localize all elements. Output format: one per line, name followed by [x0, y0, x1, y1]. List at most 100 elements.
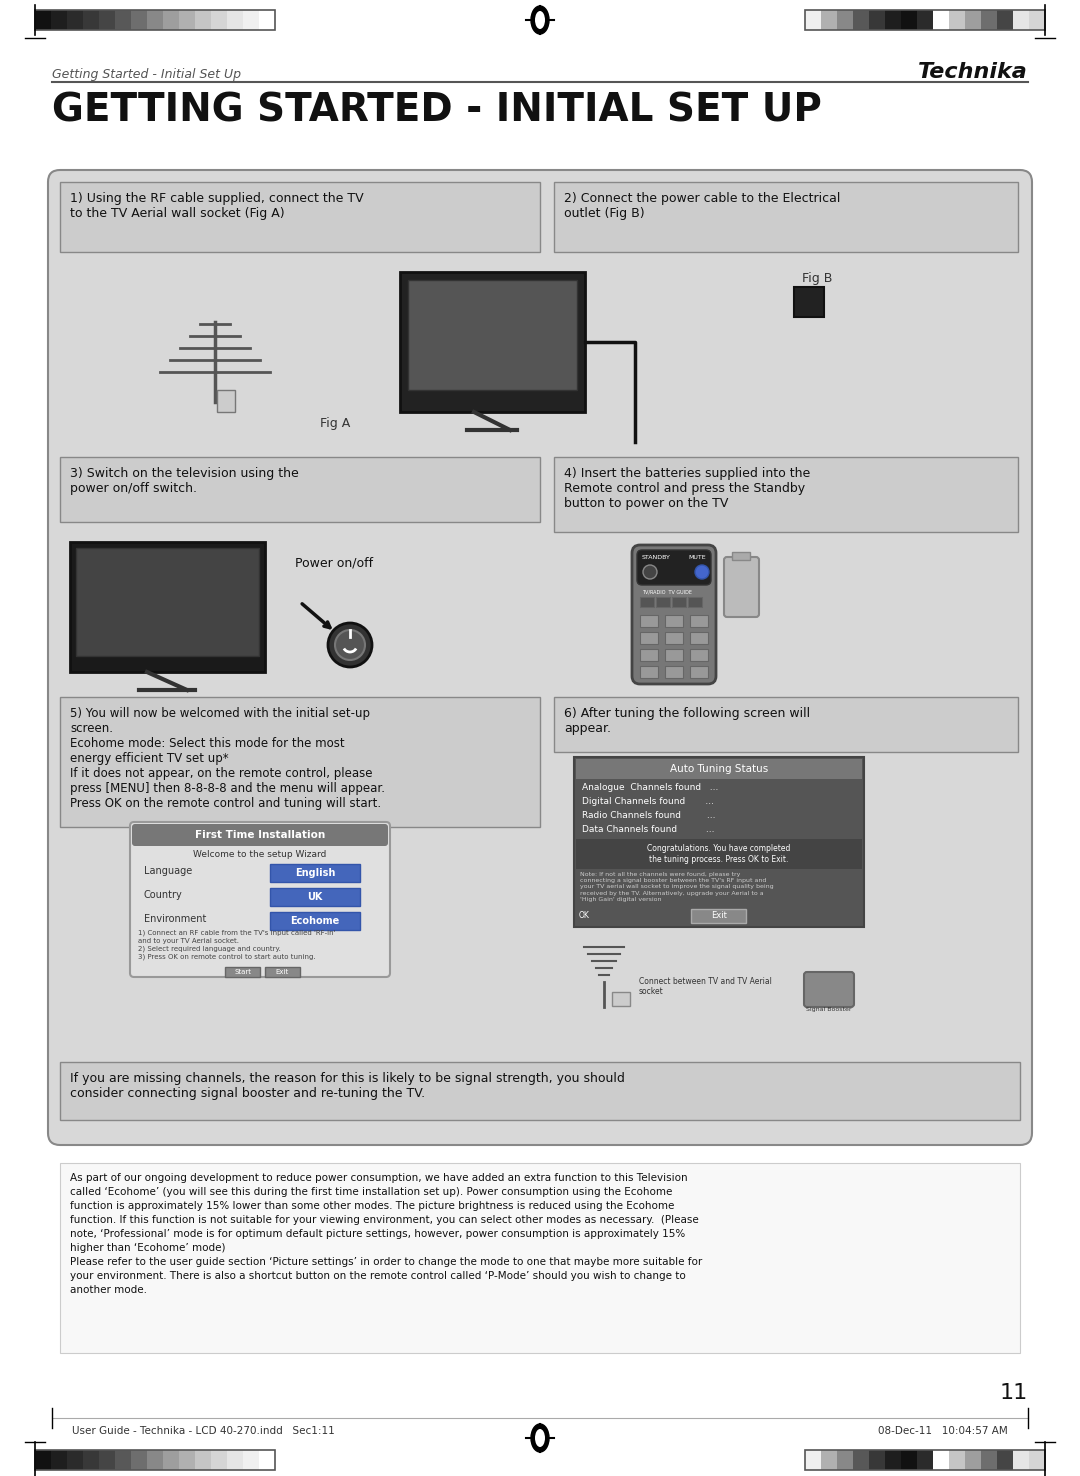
- Bar: [885, 1449, 901, 1470]
- Bar: [981, 1449, 997, 1470]
- Text: First Time Installation: First Time Installation: [194, 830, 325, 840]
- Text: Power on/off: Power on/off: [295, 556, 373, 570]
- Text: 1) Using the RF cable supplied, connect the TV
to the TV Aerial wall socket (Fig: 1) Using the RF cable supplied, connect …: [70, 192, 364, 220]
- Bar: [612, 992, 630, 1007]
- Bar: [35, 10, 275, 30]
- Bar: [837, 10, 853, 30]
- Bar: [690, 615, 708, 627]
- Bar: [853, 1449, 869, 1470]
- Bar: [1013, 1449, 1029, 1470]
- Bar: [400, 272, 585, 412]
- Bar: [869, 10, 885, 30]
- Bar: [243, 1449, 259, 1470]
- Bar: [243, 10, 259, 30]
- Bar: [901, 10, 917, 30]
- Text: 1) Connect an RF cable from the TV's input called 'RF-in'
and to your TV Aerial : 1) Connect an RF cable from the TV's inp…: [138, 928, 336, 961]
- Text: STANDBY: STANDBY: [642, 555, 671, 559]
- Text: Data Channels found          ...: Data Channels found ...: [582, 825, 715, 834]
- Bar: [259, 10, 275, 30]
- Bar: [576, 759, 862, 779]
- Bar: [901, 1449, 917, 1470]
- Bar: [917, 1449, 933, 1470]
- Bar: [114, 10, 131, 30]
- Bar: [60, 182, 540, 252]
- Text: Analogue  Channels found   ...: Analogue Channels found ...: [582, 782, 718, 793]
- Bar: [640, 666, 658, 677]
- Text: Environment: Environment: [144, 914, 206, 924]
- Bar: [554, 458, 1018, 531]
- Bar: [163, 10, 179, 30]
- Text: TV/RADIO  TV GUIDE: TV/RADIO TV GUIDE: [642, 589, 692, 593]
- Text: Country: Country: [144, 890, 183, 900]
- Bar: [794, 286, 824, 317]
- Text: 11: 11: [1000, 1383, 1028, 1404]
- Bar: [147, 1449, 163, 1470]
- Text: OK: OK: [579, 912, 590, 921]
- Circle shape: [643, 565, 657, 579]
- FancyBboxPatch shape: [130, 822, 390, 977]
- Bar: [966, 10, 981, 30]
- Text: Congratulations. You have completed
the tuning process. Press OK to Exit.: Congratulations. You have completed the …: [647, 844, 791, 863]
- Text: 3) Switch on the television using the
power on/off switch.: 3) Switch on the television using the po…: [70, 466, 299, 494]
- Bar: [60, 1063, 1020, 1120]
- Bar: [805, 10, 1045, 30]
- Text: 08-Dec-11   10:04:57 AM: 08-Dec-11 10:04:57 AM: [878, 1426, 1008, 1436]
- Text: 2) Connect the power cable to the Electrical
outlet (Fig B): 2) Connect the power cable to the Electr…: [564, 192, 840, 220]
- Bar: [640, 596, 654, 607]
- Bar: [665, 649, 683, 661]
- Text: Note: If not all the channels were found, please try
connecting a signal booster: Note: If not all the channels were found…: [580, 872, 773, 902]
- Bar: [270, 912, 360, 930]
- Bar: [83, 10, 99, 30]
- Bar: [576, 838, 862, 869]
- Text: GETTING STARTED - INITIAL SET UP: GETTING STARTED - INITIAL SET UP: [52, 92, 822, 130]
- Text: If you are missing channels, the reason for this is likely to be signal strength: If you are missing channels, the reason …: [70, 1072, 625, 1100]
- Bar: [99, 1449, 114, 1470]
- Bar: [131, 1449, 147, 1470]
- Text: English: English: [295, 868, 335, 878]
- Bar: [179, 1449, 195, 1470]
- FancyBboxPatch shape: [724, 556, 759, 617]
- Text: Exit: Exit: [275, 970, 288, 976]
- Bar: [131, 10, 147, 30]
- Bar: [981, 10, 997, 30]
- Text: Welcome to the setup Wizard: Welcome to the setup Wizard: [193, 850, 326, 859]
- Text: 6) After tuning the following screen will
appear.: 6) After tuning the following screen wil…: [564, 707, 810, 735]
- Text: Technika: Technika: [918, 62, 1028, 83]
- Bar: [640, 615, 658, 627]
- Bar: [259, 1449, 275, 1470]
- Text: 4) Insert the batteries supplied into the
Remote control and press the Standby
b: 4) Insert the batteries supplied into th…: [564, 466, 810, 511]
- Text: Connect between TV and TV Aerial
socket: Connect between TV and TV Aerial socket: [639, 977, 772, 996]
- Bar: [67, 1449, 83, 1470]
- Bar: [35, 1449, 51, 1470]
- Bar: [690, 649, 708, 661]
- FancyBboxPatch shape: [637, 551, 711, 584]
- Bar: [690, 632, 708, 644]
- Bar: [885, 10, 901, 30]
- Text: MUTE: MUTE: [688, 555, 706, 559]
- Bar: [179, 10, 195, 30]
- Bar: [225, 967, 260, 977]
- Bar: [949, 1449, 966, 1470]
- Bar: [195, 10, 211, 30]
- Bar: [837, 1449, 853, 1470]
- Text: Digital Channels found       ...: Digital Channels found ...: [582, 797, 714, 806]
- Text: UK: UK: [308, 892, 323, 902]
- Bar: [270, 889, 360, 906]
- Bar: [76, 548, 259, 655]
- Bar: [805, 1449, 821, 1470]
- Bar: [35, 1449, 275, 1470]
- Text: Getting Started - Initial Set Up: Getting Started - Initial Set Up: [52, 68, 241, 81]
- Bar: [933, 1449, 949, 1470]
- Bar: [665, 666, 683, 677]
- Bar: [408, 280, 577, 390]
- Bar: [933, 10, 949, 30]
- Text: Auto Tuning Status: Auto Tuning Status: [670, 765, 768, 773]
- Bar: [821, 10, 837, 30]
- Text: Fig B: Fig B: [802, 272, 833, 285]
- Bar: [665, 615, 683, 627]
- Bar: [60, 697, 540, 827]
- FancyBboxPatch shape: [48, 170, 1032, 1145]
- Text: Start: Start: [234, 970, 252, 976]
- Bar: [690, 666, 708, 677]
- Bar: [51, 10, 67, 30]
